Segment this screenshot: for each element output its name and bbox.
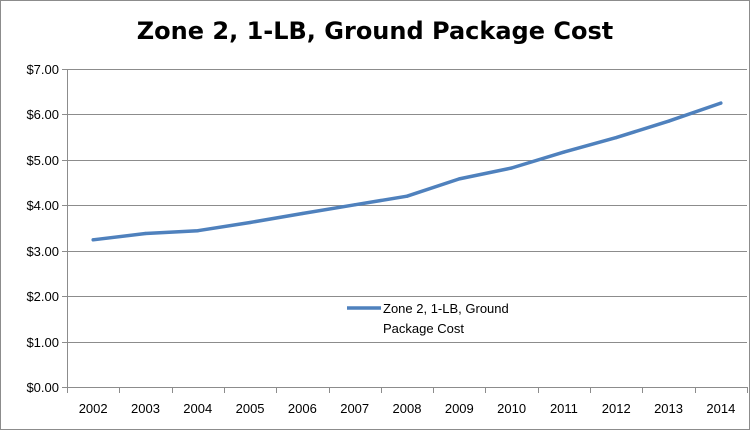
x-tick-label-2003: 2003 (131, 401, 160, 416)
legend: Zone 2, 1-LB, Ground Package Cost (347, 301, 509, 336)
x-tick-label-2007: 2007 (340, 401, 369, 416)
x-tick-label-2010: 2010 (497, 401, 526, 416)
data-point-2003 (143, 231, 148, 236)
x-tick-label-2014: 2014 (706, 401, 735, 416)
data-point-2014 (719, 101, 723, 105)
y-tick-label-7: $7.00 (26, 62, 59, 77)
x-tick-label-2005: 2005 (236, 401, 265, 416)
y-tick-label-6: $6.00 (26, 107, 59, 122)
y-tick-label-3: $3.00 (26, 244, 59, 259)
tick-labels: $0.00 $1.00 $2.00 $3.00 $4.00 $5.00 $6.00 $7.00… (26, 62, 735, 416)
series-lines (91, 101, 723, 242)
data-point-2005 (248, 220, 252, 225)
x-tick-label-2009: 2009 (445, 401, 474, 416)
x-tick-label-2006: 2006 (288, 401, 317, 416)
legend-label-line-1: Package Cost (383, 321, 464, 336)
y-tick-label-1: $1.00 (26, 335, 59, 350)
data-point-2010 (510, 166, 514, 170)
y-tick-label-5: $5.00 (26, 153, 59, 168)
x-tick-label-2008: 2008 (393, 401, 422, 416)
y-tick-label-4: $4.00 (26, 198, 59, 213)
chart-title: Zone 2, 1-LB, Ground Package Cost (137, 17, 613, 45)
data-point-2008 (405, 194, 409, 198)
data-point-2007 (353, 203, 357, 207)
x-tick-label-2011: 2011 (550, 401, 578, 416)
axes (62, 69, 748, 393)
y-tick-label-0: $0.00 (26, 380, 59, 395)
data-point-2009 (457, 177, 461, 181)
y-tick-label-2: $2.00 (26, 289, 59, 304)
legend-label-line-0: Zone 2, 1-LB, Ground (383, 301, 509, 316)
x-tick-label-2013: 2013 (654, 401, 683, 416)
grid-lines (67, 69, 747, 343)
x-tick-label-2012: 2012 (602, 401, 631, 416)
x-tick-label-2002: 2002 (79, 401, 108, 416)
data-point-2012 (614, 136, 618, 140)
series-line-0 (91, 101, 723, 242)
data-point-2004 (196, 229, 200, 233)
x-tick-label-2004: 2004 (183, 401, 212, 416)
data-point-2013 (666, 119, 671, 123)
data-point-2002 (91, 238, 95, 242)
data-point-2006 (300, 211, 304, 216)
data-point-2011 (562, 150, 566, 154)
